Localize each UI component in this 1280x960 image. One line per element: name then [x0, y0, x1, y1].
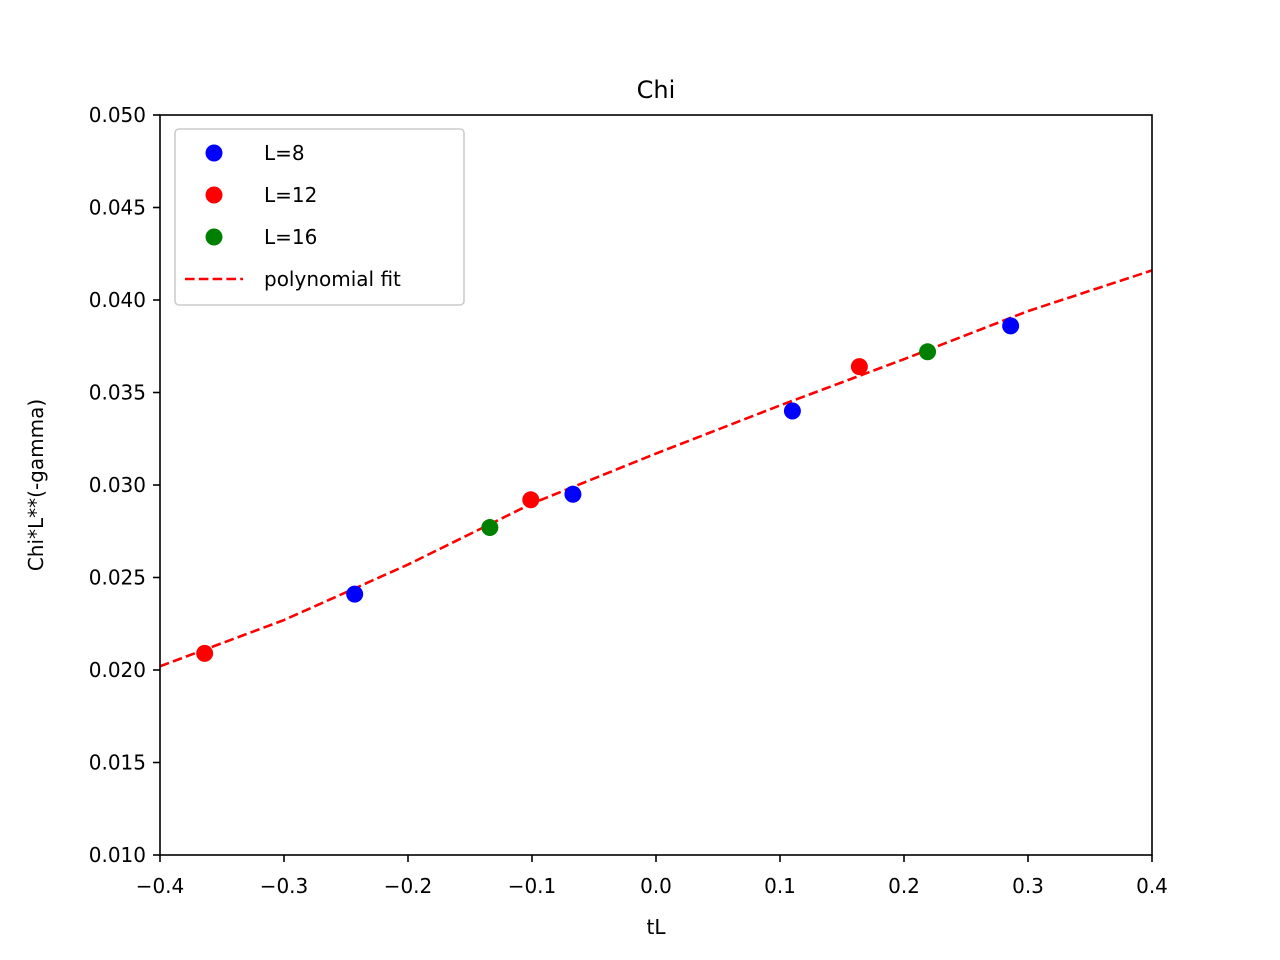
legend-label: L=16: [264, 225, 317, 249]
plot-area: [160, 269, 1152, 668]
legend-label: L=12: [264, 183, 317, 207]
legend-box: [174, 128, 465, 306]
x-tick-label: −0.4: [136, 874, 185, 898]
x-tick-label: −0.3: [260, 874, 309, 898]
legend-marker-swatch: [205, 186, 223, 204]
data-point-l-8-0: [346, 585, 364, 603]
legend-label: polynomial fit: [264, 267, 401, 291]
x-tick-label: 0.4: [1136, 874, 1168, 898]
x-tick-label: 0.2: [888, 874, 920, 898]
y-tick-label: 0.040: [89, 288, 146, 312]
data-point-l-16-0: [481, 519, 499, 537]
y-tick-label: 0.025: [89, 566, 146, 590]
x-tick-label: 0.0: [640, 874, 672, 898]
fit-line: [160, 269, 1152, 668]
data-point-l-12-1: [522, 491, 540, 509]
y-tick-label: 0.020: [89, 658, 146, 682]
data-point-l-16-1: [919, 343, 937, 361]
y-tick-label: 0.050: [89, 103, 146, 127]
axes: −0.4 −0.3 −0.2 −0.1 0.0 0.1 0.2 0.3 0.4 0.010 0.01…: [89, 103, 1168, 898]
x-tick-label: −0.2: [384, 874, 433, 898]
y-tick-label: 0.035: [89, 381, 146, 405]
chart-title: Chi: [637, 76, 676, 104]
y-tick-label: 0.030: [89, 473, 146, 497]
data-point-l-12-0: [196, 644, 214, 662]
y-tick-label: 0.015: [89, 751, 146, 775]
legend-label: L=8: [264, 141, 305, 165]
data-point-l-8-1: [564, 485, 582, 503]
legend: L=8 L=12 L=16 polynomial fit: [174, 128, 465, 306]
x-axis-title: tL: [647, 915, 667, 939]
data-point-l-12-2: [850, 358, 868, 376]
data-point-l-8-2: [783, 402, 801, 420]
x-tick-label: 0.1: [764, 874, 796, 898]
y-axis-title: Chi*L**(-gamma): [24, 399, 48, 571]
y-tick-label: 0.045: [89, 196, 146, 220]
legend-marker-swatch: [205, 228, 223, 246]
y-tick-label: 0.010: [89, 843, 146, 867]
x-tick-label: 0.3: [1012, 874, 1044, 898]
data-point-l-8-3: [1002, 317, 1020, 335]
x-tick-label: −0.1: [508, 874, 557, 898]
legend-marker-swatch: [205, 144, 223, 162]
